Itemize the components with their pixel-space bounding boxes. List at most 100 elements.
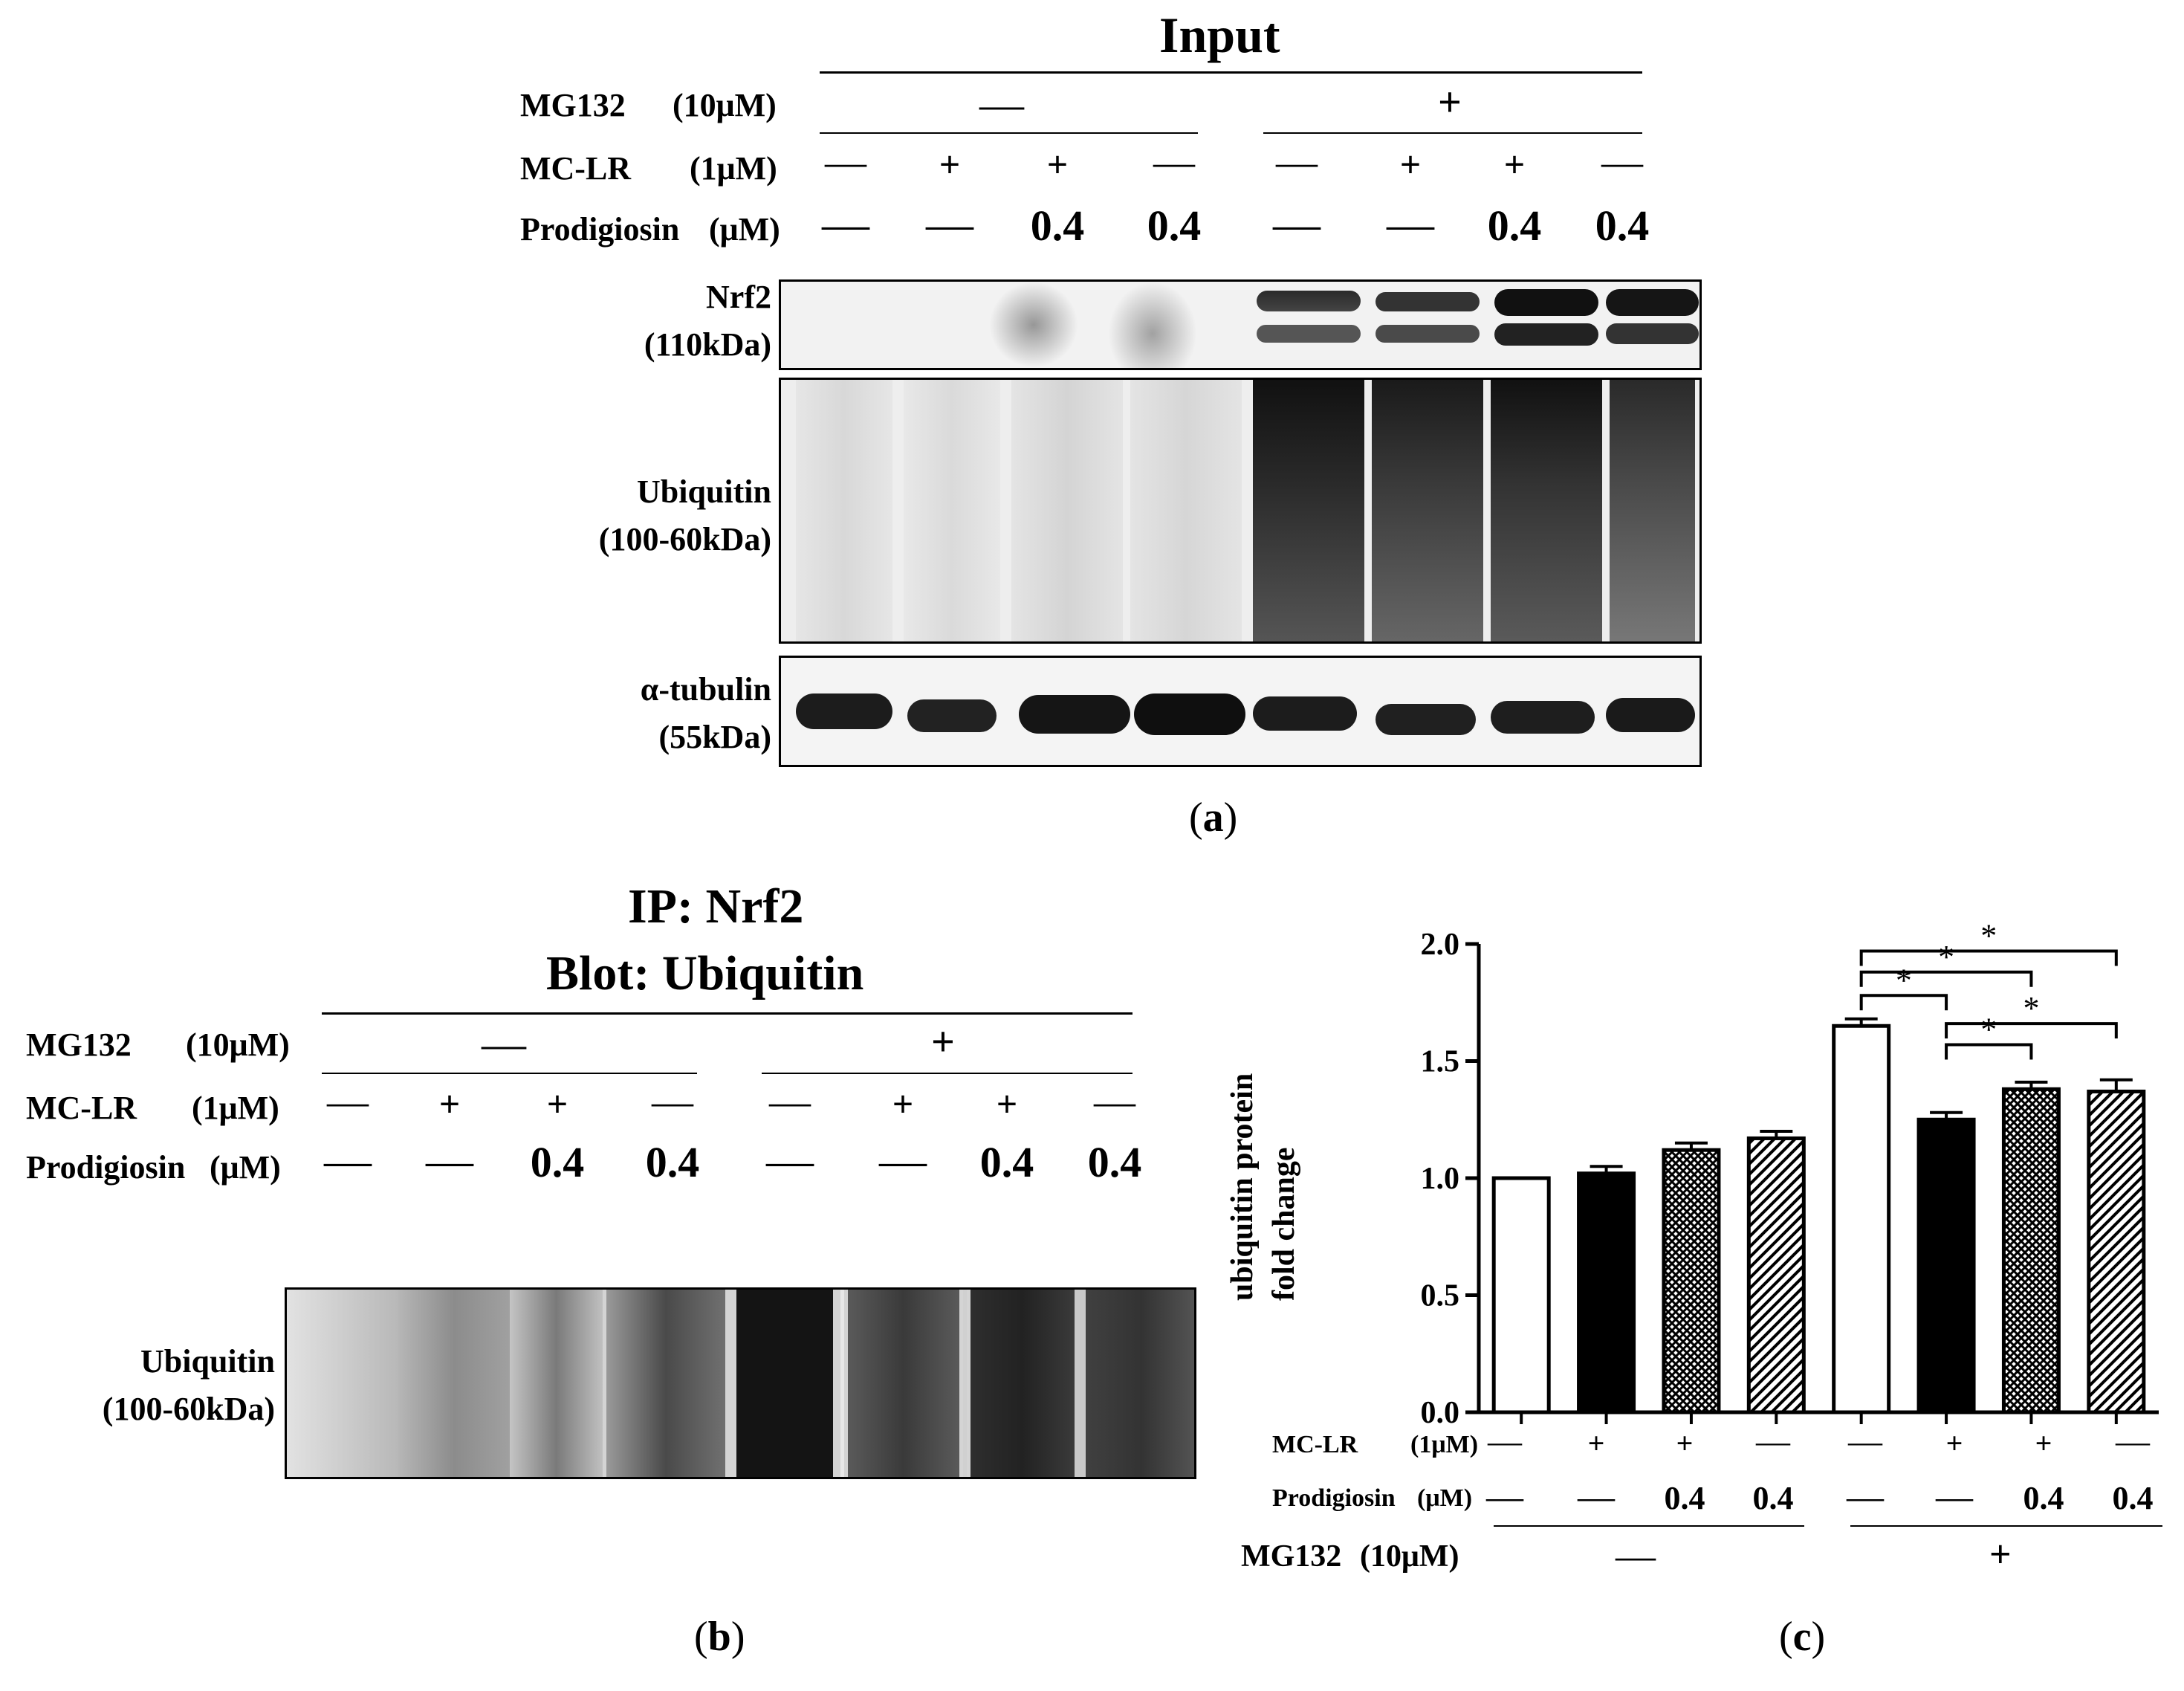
panel-a-prod-value-2: — bbox=[926, 197, 973, 250]
panel-a-mg132-unit: (10μM) bbox=[673, 87, 777, 123]
panel-b-mclr-value-1: — bbox=[327, 1079, 369, 1125]
panel-a-prod-value-5: — bbox=[1273, 197, 1321, 250]
panel-a-mg132-rule-left bbox=[820, 132, 1198, 134]
panel-c-caption-letter: c bbox=[1792, 1614, 1812, 1660]
panel-b-mclr-value-7: + bbox=[996, 1083, 1018, 1125]
panel-c-prod-value-4: 0.4 bbox=[1752, 1480, 1794, 1516]
tubulin-size: (55kDa) bbox=[658, 719, 771, 755]
significance-star-4: * bbox=[1980, 1011, 1997, 1047]
panel-c-mg132-plus: + bbox=[1989, 1533, 2012, 1576]
ubiquitin-a-label: Ubiquitin (100-60kDa) bbox=[535, 468, 771, 563]
panel-a-mclr-value-1: — bbox=[825, 139, 866, 185]
panel-b-mg132-unit: (10μM) bbox=[186, 1026, 290, 1063]
panel-c-mclr-value-1: — bbox=[1488, 1422, 1522, 1460]
significance-star-2: * bbox=[1938, 939, 1954, 975]
panel-c-prod-value-2: — bbox=[1578, 1475, 1615, 1517]
bar-6 bbox=[1916, 1117, 1976, 1414]
panel-c-mclr-value-5: — bbox=[1848, 1422, 1882, 1460]
significance-bracket-5 bbox=[1945, 1022, 2118, 1039]
ubiquitin-a-name: Ubiquitin bbox=[637, 473, 771, 510]
panel-b-mclr-value-3: + bbox=[546, 1083, 568, 1125]
panel-b-title-line1: IP: Nrf2 bbox=[628, 879, 804, 934]
panel-b-title-rule bbox=[322, 1012, 1132, 1015]
significance-bracket-4 bbox=[1945, 1043, 2033, 1060]
panel-a-mclr-value-5: — bbox=[1276, 139, 1318, 185]
panel-c-mg132-label: MG132 bbox=[1241, 1539, 1342, 1574]
panel-a-mclr-value-3: + bbox=[1046, 143, 1069, 185]
panel-c-mg132-rule-right bbox=[1850, 1525, 2162, 1527]
panel-b-mclr-value-6: + bbox=[892, 1083, 914, 1125]
panel-c-mg132-unit: (10μM) bbox=[1360, 1539, 1459, 1574]
panel-c-mclr-value-8: — bbox=[2116, 1422, 2150, 1460]
panel-a-prod-value-4: 0.4 bbox=[1147, 201, 1202, 250]
ubiquitin-b-label: Ubiquitin (100-60kDa) bbox=[30, 1338, 275, 1433]
panel-c-mclr-value-2: + bbox=[1587, 1426, 1605, 1460]
panel-a-prod-label: Prodigiosin bbox=[520, 211, 680, 248]
panel-a-mclr-value-6: + bbox=[1399, 143, 1422, 185]
panel-c-prod-value-5: — bbox=[1847, 1475, 1884, 1517]
panel-b-prod-value-7: 0.4 bbox=[979, 1138, 1034, 1186]
panel-a-title-rule bbox=[820, 71, 1642, 74]
significance-star-3: * bbox=[1980, 917, 1997, 954]
panel-b-mclr-value-5: — bbox=[769, 1079, 811, 1125]
significance-bracket-1 bbox=[1859, 994, 1948, 1011]
panel-a-mclr-value-8: — bbox=[1601, 139, 1643, 185]
panel-c-mclr-unit: (1μM) bbox=[1410, 1431, 1479, 1458]
panel-c-mclr-value-7: + bbox=[2035, 1426, 2052, 1460]
panel-a-mg132-label: MG132 bbox=[520, 87, 626, 123]
nrf2-name: Nrf2 bbox=[706, 279, 771, 315]
panel-a-prod-value-3: 0.4 bbox=[1030, 201, 1085, 250]
y-tick-label-2: 0.5 bbox=[1421, 1279, 1460, 1313]
y-tick-label-3: 1.0 bbox=[1421, 1162, 1460, 1196]
panel-a-mclr-unit: (1μM) bbox=[690, 150, 777, 187]
panel-a-caption-letter: a bbox=[1202, 795, 1224, 841]
panel-b-prod-value-8: 0.4 bbox=[1087, 1138, 1142, 1186]
panel-c-mclr-label: MC-LR bbox=[1272, 1431, 1358, 1458]
ubiquitin-a-size: (100-60kDa) bbox=[598, 521, 771, 557]
panel-b-title-line2: Blot: Ubiquitin bbox=[546, 946, 864, 1000]
bar-2 bbox=[1577, 1171, 1636, 1414]
tubulin-label: α-tubulin (55kDa) bbox=[535, 666, 771, 761]
panel-a-prod-value-8: 0.4 bbox=[1595, 201, 1650, 250]
panel-a-mclr-value-7: + bbox=[1503, 143, 1526, 185]
panel-b-mclr-value-8: — bbox=[1094, 1079, 1135, 1125]
panel-a-mg132-plus: + bbox=[1438, 80, 1462, 126]
panel-c-prod-value-6: — bbox=[1936, 1475, 1973, 1517]
panel-c-prod-value-8: 0.4 bbox=[2112, 1480, 2154, 1516]
panel-b-prod-unit: (μM) bbox=[210, 1149, 281, 1186]
panel-c-prod-label: Prodigiosin bbox=[1272, 1484, 1396, 1512]
panel-a-mg132-rule-right bbox=[1263, 132, 1642, 134]
panel-b-mclr-value-4: — bbox=[652, 1079, 693, 1125]
panel-a-caption: (a) bbox=[1189, 795, 1238, 841]
panel-b-mg132-minus: — bbox=[482, 1019, 526, 1068]
panel-b-caption: (b) bbox=[694, 1614, 745, 1660]
significance-bracket-3 bbox=[1859, 949, 2118, 966]
panel-b-mclr-value-2: + bbox=[438, 1083, 461, 1125]
bar-5 bbox=[1832, 1024, 1891, 1414]
y-tick-label-5: 2.0 bbox=[1421, 928, 1460, 962]
bar-4 bbox=[1746, 1136, 1806, 1414]
nrf2-size: (110kDa) bbox=[644, 326, 771, 363]
panel-a-prod-unit: (μM) bbox=[709, 211, 780, 248]
panel-c-prod-value-3: 0.4 bbox=[1664, 1480, 1705, 1516]
panel-b-prod-value-6: — bbox=[879, 1134, 927, 1186]
panel-c-mclr-value-6: + bbox=[1945, 1426, 1963, 1460]
panel-c-mclr-value-4: — bbox=[1756, 1422, 1790, 1460]
panel-a-prod-value-7: 0.4 bbox=[1487, 201, 1542, 250]
panel-b-mg132-plus: + bbox=[931, 1019, 955, 1065]
panel-c-prod-unit: (μM) bbox=[1417, 1484, 1473, 1512]
y-tick-label-1: 0.0 bbox=[1421, 1396, 1460, 1430]
panel-b-prod-value-3: 0.4 bbox=[530, 1138, 585, 1186]
panel-c-caption: (c) bbox=[1779, 1614, 1826, 1660]
panel-b-mclr-label: MC-LR bbox=[26, 1090, 137, 1126]
panel-b-prod-value-2: — bbox=[426, 1134, 473, 1186]
ubiquitin-b-blot-image bbox=[285, 1287, 1196, 1479]
panel-b-mclr-unit: (1μM) bbox=[192, 1090, 279, 1126]
nrf2-label: Nrf2 (110kDa) bbox=[535, 274, 771, 369]
panel-a-mclr-value-2: + bbox=[939, 143, 961, 185]
significance-bracket-2 bbox=[1859, 970, 2033, 987]
panel-a-mclr-label: MC-LR bbox=[520, 150, 632, 187]
bar-3 bbox=[1662, 1148, 1721, 1414]
ubiquitin-b-size: (100-60kDa) bbox=[102, 1391, 275, 1427]
